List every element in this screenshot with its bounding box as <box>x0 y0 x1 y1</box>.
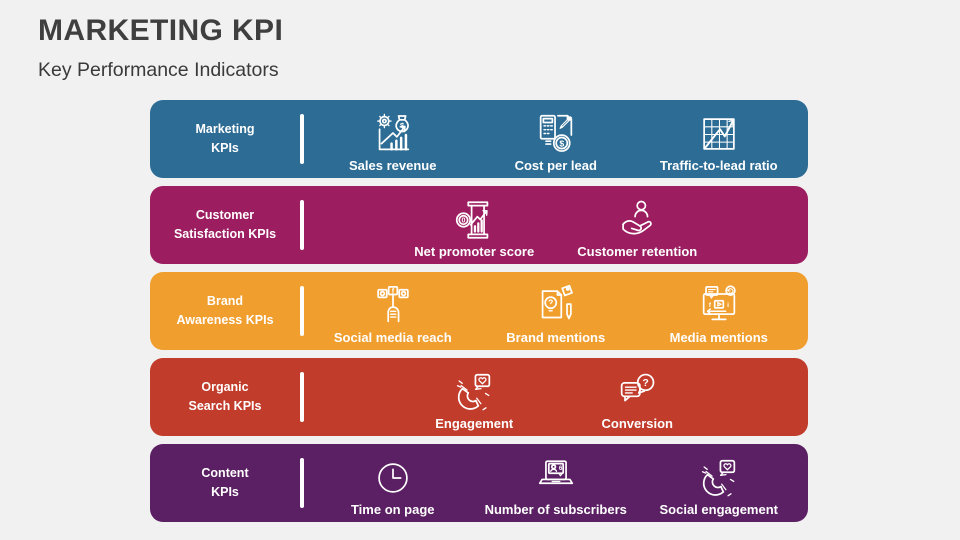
kpi-item-label: Customer retention <box>577 244 698 259</box>
row-items: f Social media reach Brand mentions f i Media… <box>304 272 809 350</box>
row-label-content: Content KPIs <box>201 465 249 499</box>
kpi-row-marketing: Marketing KPIs $ Sales revenue $ Cost per le… <box>150 100 808 178</box>
svg-text:i: i <box>727 302 729 309</box>
row-divider <box>300 200 304 250</box>
row-items: $ Sales revenue $ Cost per lead Traffic-to-l… <box>304 100 809 178</box>
kpi-item: 0 Net promoter score <box>393 186 556 264</box>
kpi-item-label: Time on page <box>350 502 435 517</box>
kpi-item: f Social media reach <box>311 272 474 350</box>
slide-subtitle: Key Performance Indicators <box>38 59 279 81</box>
kpi-row-content: Content KPIs Time on page 6 Number of subsc… <box>150 444 808 522</box>
row-label-marketing: Marketing KPIs <box>195 121 255 155</box>
slide-title: MARKETING KPI <box>38 14 284 47</box>
traffic-to-lead-ratio-icon <box>696 111 742 157</box>
svg-text:6: 6 <box>559 465 563 472</box>
kpi-row-customer-satisfaction: Customer Satisfaction KPIs 0 Net promoter … <box>150 186 808 264</box>
kpi-item: Social engagement <box>637 444 800 522</box>
kpi-item: Time on page <box>311 444 474 522</box>
social-engagement-icon <box>696 455 742 501</box>
sales-revenue-icon: $ <box>370 111 416 157</box>
row-divider <box>300 114 304 164</box>
svg-text:?: ? <box>643 377 649 389</box>
row-label-organic-search: Organic Search KPIs <box>188 379 262 413</box>
kpi-item: Traffic-to-lead ratio <box>637 100 800 178</box>
kpi-item-label: Cost per lead <box>514 158 597 173</box>
svg-text:0: 0 <box>462 217 466 225</box>
row-divider <box>300 458 304 508</box>
brand-mentions-icon <box>533 283 579 329</box>
kpi-item: $ Sales revenue <box>311 100 474 178</box>
cost-per-lead-icon: $ <box>533 111 579 157</box>
svg-text:$: $ <box>400 121 405 130</box>
kpi-item-label: Engagement <box>435 416 514 431</box>
svg-text:f: f <box>392 287 395 295</box>
row-label-customer-satisfaction: Customer Satisfaction KPIs <box>173 207 277 241</box>
kpi-row-brand-awareness: Brand Awareness KPIs f Social media reach B… <box>150 272 808 350</box>
row-items: Time on page 6 Number of subscribers Social… <box>304 444 809 522</box>
kpi-item: $ Cost per lead <box>474 100 637 178</box>
kpi-item-label: Brand mentions <box>506 330 606 345</box>
conversion-icon: ? <box>614 369 660 415</box>
customer-retention-icon <box>614 197 660 243</box>
kpi-item: Engagement <box>393 358 556 436</box>
row-divider <box>300 372 304 422</box>
kpi-item-label: Social media reach <box>333 330 452 345</box>
kpi-rows: Marketing KPIs $ Sales revenue $ Cost per le… <box>150 100 808 530</box>
kpi-row-organic-search: Organic Search KPIs Engagement? Conversion <box>150 358 808 436</box>
kpi-item: f i Media mentions <box>637 272 800 350</box>
row-items: Engagement? Conversion <box>304 358 809 436</box>
kpi-item-label: Number of subscribers <box>484 502 627 517</box>
row-items: 0 Net promoter score Customer retention <box>304 186 809 264</box>
kpi-item-label: Net promoter score <box>414 244 535 259</box>
kpi-item: Brand mentions <box>474 272 637 350</box>
kpi-item: 6 Number of subscribers <box>474 444 637 522</box>
social-media-reach-icon: f <box>370 283 416 329</box>
kpi-item: ? Conversion <box>556 358 719 436</box>
kpi-item-label: Social engagement <box>659 502 778 517</box>
kpi-item-label: Conversion <box>601 416 673 431</box>
time-on-page-icon <box>370 455 416 501</box>
svg-text:f: f <box>709 302 712 309</box>
row-label-brand-awareness: Brand Awareness KPIs <box>176 293 274 327</box>
kpi-item: Customer retention <box>556 186 719 264</box>
net-promoter-score-icon: 0 <box>451 197 497 243</box>
kpi-item-label: Media mentions <box>669 330 768 345</box>
row-divider <box>300 286 304 336</box>
kpi-item-label: Traffic-to-lead ratio <box>659 158 778 173</box>
engagement-icon <box>451 369 497 415</box>
kpi-item-label: Sales revenue <box>349 158 437 173</box>
svg-text:$: $ <box>559 138 564 148</box>
number-of-subscribers-icon: 6 <box>533 455 579 501</box>
